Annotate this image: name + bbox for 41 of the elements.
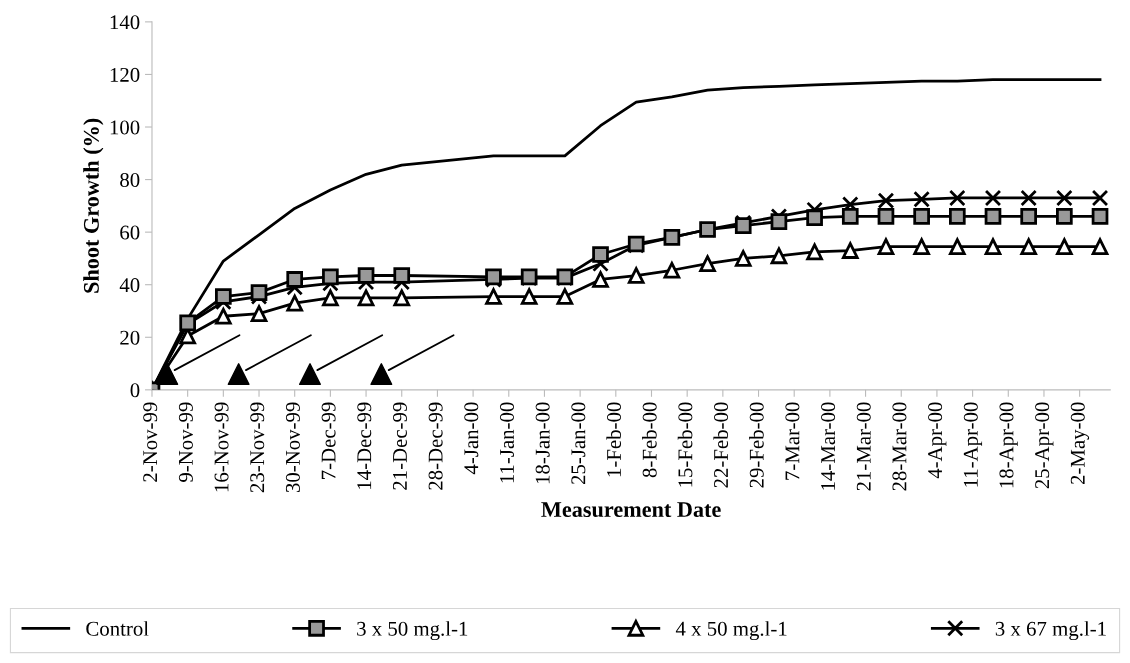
x-tick-label: 21-Mar-00 [856,402,871,491]
y-tick-label: 140 [110,15,140,30]
x-tick-label: 28-Mar-00 [892,402,907,491]
x-tick-label: 25-Jan-00 [571,402,586,485]
x-tick-label: 25-Apr-00 [1035,402,1054,489]
x-tick-label: 22-Feb-00 [713,402,729,488]
x-tick-label: 21-Dec-99 [392,402,407,490]
y-tick-label: 0 [130,383,140,398]
x-tick-label: 15-Feb-00 [677,402,693,487]
x-tick-label: 11-Apr-00 [963,402,983,487]
x-tick-label: 16-Nov-99 [214,402,229,492]
x-tick-label: 18-Apr-00 [999,402,1018,488]
x-tick-label: 29-Feb-00 [749,402,764,488]
legend-label: 3 x 50 mg.l-1 [357,621,468,641]
y-tick-label: 40 [119,278,140,293]
x-tick-label: 4-Apr-00 [928,402,947,479]
y-tick-label: 100 [110,120,140,135]
x-tick-label: 7-Mar-00 [785,402,800,480]
y-tick-label: 20 [120,330,140,345]
x-axis-title: Measurement Date [541,502,721,518]
x-tick-label: 18-Jan-00 [535,402,550,484]
legend-label: Control [86,621,149,636]
x-tick-label: 11-Jan-00 [499,402,514,483]
x-tick-label: 2-Nov-99 [143,402,158,482]
x-tick-label: 4-Jan-00 [464,402,479,475]
x-tick-label: 8-Feb-00 [642,402,657,478]
x-tick-label: 7-Dec-99 [321,402,336,479]
x-tick-label: 23-Nov-99 [250,402,265,493]
x-tick-label: 14-Mar-00 [821,402,836,490]
legend-label: 3 x 67 mg.l-1 [995,621,1106,641]
y-tick-label: 120 [110,67,140,82]
x-tick-label: 9-Nov-99 [178,402,193,482]
x-tick-label: 30-Nov-99 [285,402,300,493]
x-tick-label: 14-Dec-99 [357,402,372,489]
legend-label: 4 x 50 mg.l-1 [675,621,787,641]
x-tick-label: 1-Feb-00 [606,402,622,477]
x-tick-label: 28-Dec-99 [428,402,443,490]
y-tick-label: 80 [120,172,140,188]
x-tick-label: 2-May-00 [1070,402,1090,485]
y-axis-title: Shoot Growth (%) [83,118,104,293]
y-tick-label: 60 [120,225,140,240]
